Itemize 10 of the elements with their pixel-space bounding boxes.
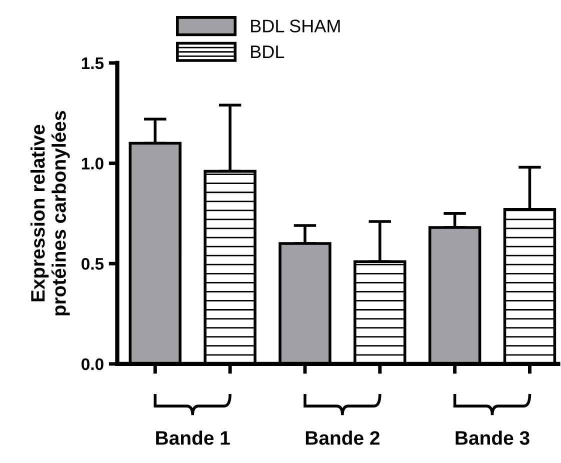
y-tick-label: 1.0 — [82, 158, 104, 170]
legend-label: BDL — [251, 46, 284, 58]
legend-label: BDL SHAM — [251, 20, 340, 32]
x-tick-label: Bande 2 — [306, 430, 380, 445]
y-axis-title: Expression relative protéines carbonylées — [30, 111, 70, 316]
x-tick-label: Bande 1 — [156, 430, 230, 445]
x-tick-label: Bande 3 — [456, 430, 530, 445]
y-tick-label: 0.0 — [82, 358, 104, 370]
y-tick-label: 1.5 — [82, 58, 104, 70]
y-tick-label: 0.5 — [82, 258, 104, 270]
